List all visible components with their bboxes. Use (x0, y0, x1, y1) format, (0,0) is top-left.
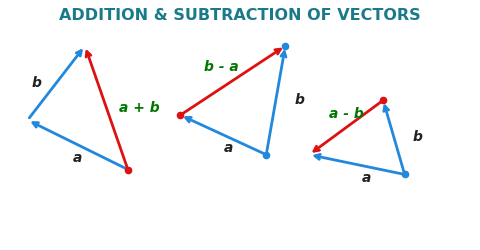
Text: ADDITION & SUBTRACTION OF VECTORS: ADDITION & SUBTRACTION OF VECTORS (59, 8, 421, 22)
Text: a - b: a - b (329, 107, 363, 121)
Text: a: a (73, 151, 83, 166)
Text: b - a: b - a (204, 60, 238, 74)
Text: b: b (413, 130, 423, 144)
Text: a: a (362, 171, 371, 185)
Text: a + b: a + b (119, 101, 159, 115)
Text: b: b (295, 93, 305, 107)
Text: a: a (223, 142, 233, 156)
Text: b: b (31, 76, 41, 90)
